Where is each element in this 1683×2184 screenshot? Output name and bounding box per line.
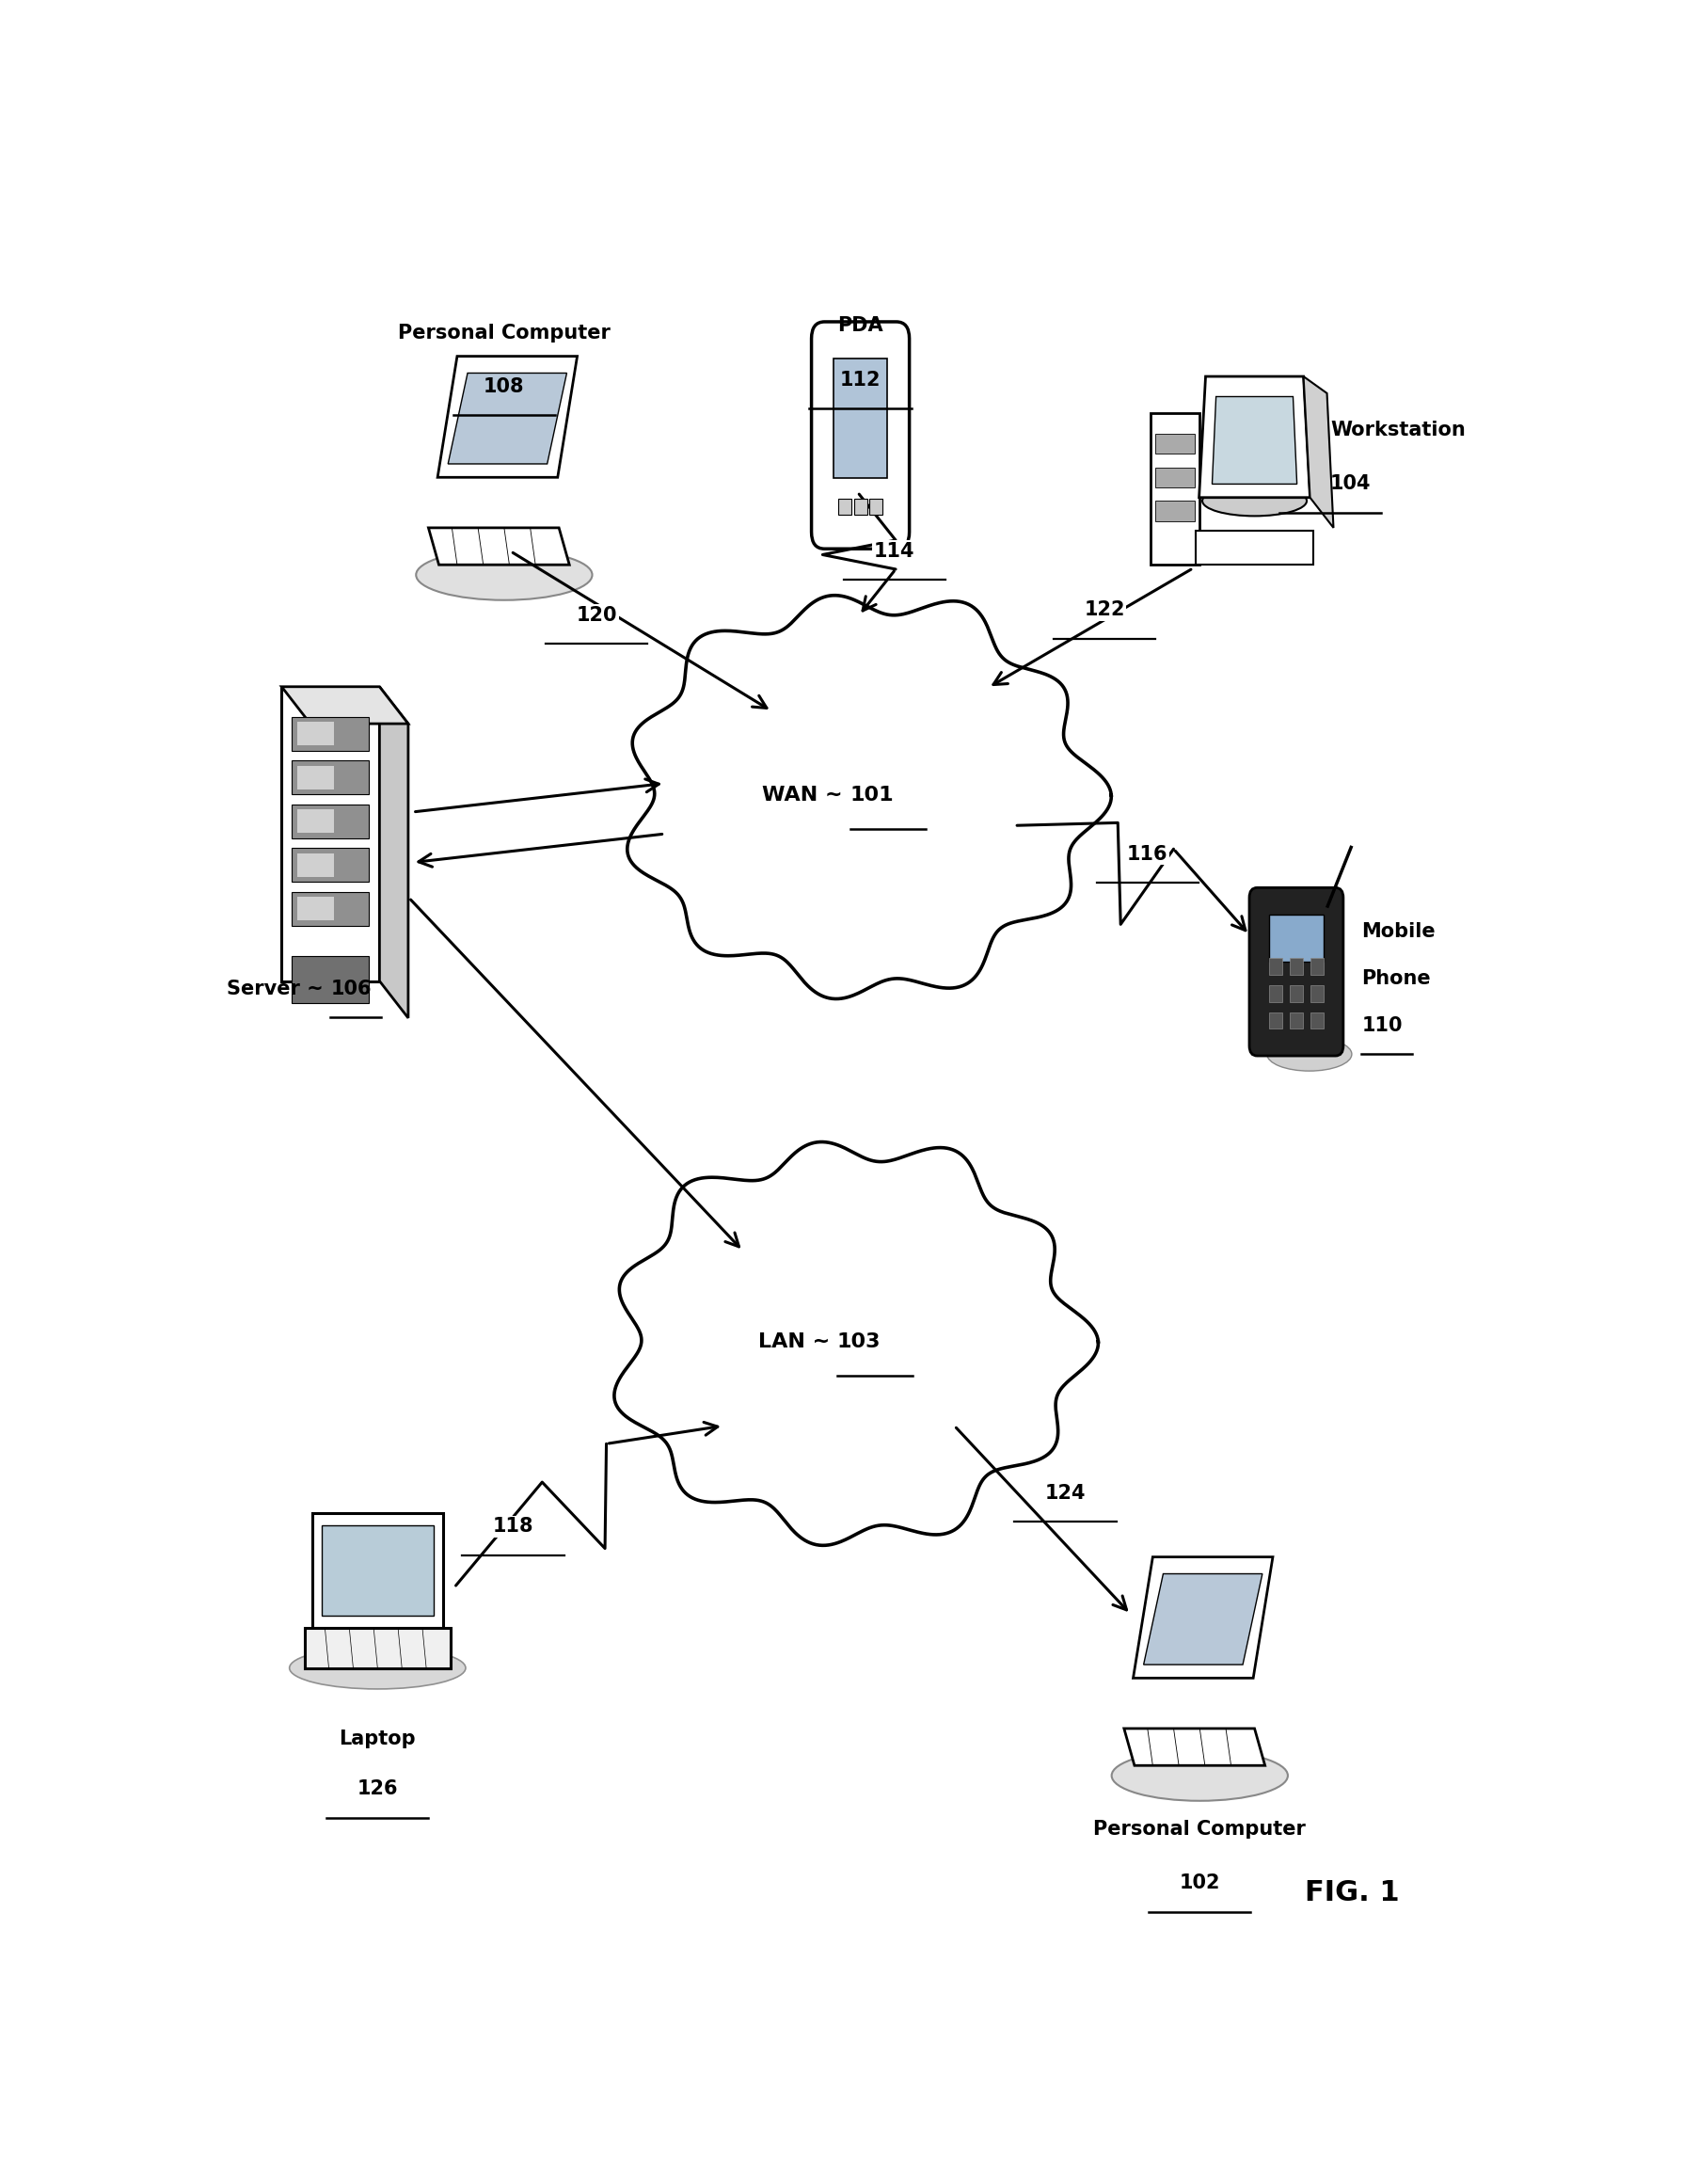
Bar [291,847,369,882]
Polygon shape [614,1142,1097,1546]
FancyBboxPatch shape [1249,887,1343,1055]
Ellipse shape [1266,1037,1351,1070]
Bar [1289,1011,1303,1029]
Bar [853,498,867,515]
Ellipse shape [416,550,592,601]
Bar [291,957,369,1002]
Text: Laptop: Laptop [338,1730,416,1747]
Text: PDA: PDA [836,317,884,336]
Bar [291,804,369,839]
Text: 104: 104 [1330,474,1370,494]
Bar [1309,985,1323,1002]
Polygon shape [448,373,567,463]
Polygon shape [1303,376,1333,529]
Polygon shape [427,529,569,566]
Text: 110: 110 [1362,1016,1402,1035]
Text: Mobile: Mobile [1362,922,1434,941]
Polygon shape [379,686,407,1018]
Bar [298,723,333,745]
Bar [291,716,369,751]
Bar [321,1524,434,1616]
Bar [1149,413,1198,566]
Text: Server ~: Server ~ [227,978,330,998]
Polygon shape [438,356,577,478]
Polygon shape [628,596,1111,998]
Text: 114: 114 [873,542,914,561]
Text: FIG. 1: FIG. 1 [1304,1880,1399,1907]
Bar [311,1514,443,1627]
Bar [298,898,333,919]
Polygon shape [1133,1557,1272,1677]
Text: 103: 103 [836,1332,880,1352]
Bar [1155,435,1193,454]
Polygon shape [1124,1728,1264,1765]
Bar [833,358,887,478]
Text: Personal Computer: Personal Computer [397,323,609,343]
Bar [1269,959,1281,974]
Bar [1309,1011,1323,1029]
Bar [1309,959,1323,974]
Bar [1289,959,1303,974]
Polygon shape [1198,376,1309,498]
Bar [1155,500,1193,522]
Bar [838,498,852,515]
Bar [1195,531,1313,566]
Bar [298,810,333,832]
Text: Workstation: Workstation [1330,422,1464,439]
Ellipse shape [1111,1749,1287,1802]
Polygon shape [1143,1575,1262,1664]
Bar [1269,1011,1281,1029]
Text: 126: 126 [357,1780,397,1797]
Bar [1269,985,1281,1002]
Bar [298,767,333,788]
Ellipse shape [289,1647,466,1688]
Text: 102: 102 [1178,1874,1220,1894]
Text: 122: 122 [1084,601,1124,620]
Text: 124: 124 [1043,1483,1086,1503]
Bar [305,1627,451,1669]
Text: 116: 116 [1126,845,1168,863]
Bar [1289,985,1303,1002]
Text: WAN ~: WAN ~ [762,786,850,804]
Bar [1269,915,1323,961]
Text: 106: 106 [330,978,372,998]
Bar [868,498,882,515]
Text: 120: 120 [576,605,618,625]
Text: Personal Computer: Personal Computer [1092,1819,1306,1839]
Polygon shape [281,686,379,981]
Bar [298,854,333,876]
Ellipse shape [1202,485,1306,515]
Polygon shape [1212,397,1296,485]
Text: 108: 108 [483,378,525,395]
Text: Phone: Phone [1362,970,1431,987]
FancyBboxPatch shape [811,321,909,548]
Bar [1155,467,1193,487]
Text: 101: 101 [850,786,894,804]
Text: 118: 118 [493,1518,534,1535]
Text: LAN ~: LAN ~ [757,1332,836,1352]
Text: 112: 112 [840,371,880,389]
Polygon shape [281,686,407,723]
Bar [291,891,369,926]
Bar [291,760,369,795]
